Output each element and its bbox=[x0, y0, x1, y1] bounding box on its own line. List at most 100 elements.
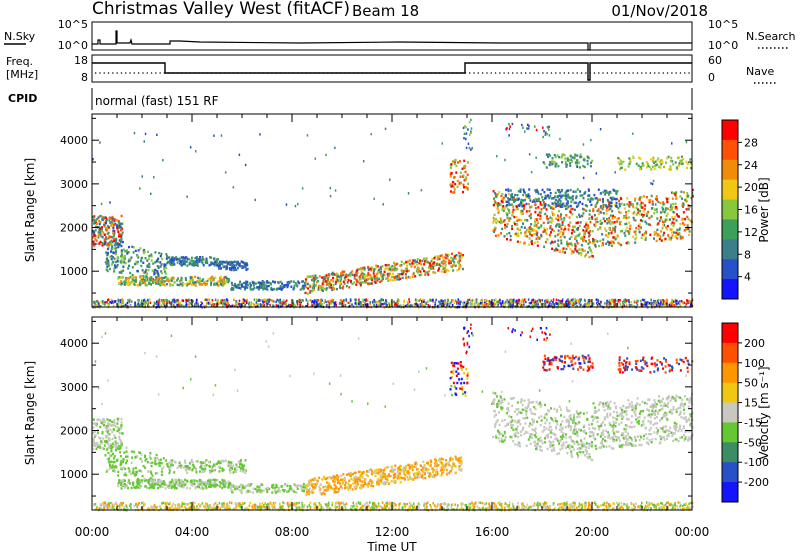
echo-cell bbox=[586, 159, 589, 163]
echo-cell bbox=[120, 244, 123, 248]
echo-cell bbox=[552, 160, 555, 163]
echo-cell bbox=[323, 275, 326, 279]
echo-cell bbox=[617, 241, 620, 245]
echo-cell bbox=[425, 503, 427, 506]
echo-cell bbox=[513, 197, 516, 201]
echo-cell bbox=[465, 186, 467, 189]
echo-cell bbox=[657, 200, 660, 204]
echo-cell bbox=[432, 298, 434, 302]
echo-cell bbox=[562, 504, 565, 507]
echo-cell bbox=[99, 227, 102, 230]
echo-cell bbox=[520, 210, 522, 213]
echo-cell bbox=[336, 279, 339, 282]
echo-cell bbox=[406, 264, 408, 267]
echo-cell bbox=[201, 256, 204, 260]
echo-cell bbox=[232, 287, 235, 290]
echo-cell bbox=[343, 282, 346, 285]
echo-cell bbox=[653, 230, 656, 234]
echo-cell bbox=[266, 288, 269, 291]
echo-cell bbox=[112, 217, 114, 220]
echo-cell bbox=[661, 206, 664, 209]
echo-cell bbox=[166, 254, 169, 258]
echo-cell bbox=[406, 304, 408, 307]
echo-cell bbox=[99, 233, 102, 236]
echo-cell bbox=[139, 280, 142, 283]
echo-cell bbox=[665, 226, 668, 229]
echo-cell bbox=[143, 299, 145, 302]
echo-cell bbox=[599, 198, 602, 201]
echo-cell bbox=[240, 285, 243, 288]
echo-cell bbox=[275, 304, 278, 307]
echo-cell bbox=[125, 278, 128, 281]
echo-cell bbox=[360, 270, 363, 273]
echo-cell bbox=[273, 300, 275, 303]
echo-cell bbox=[379, 304, 382, 308]
echo-cell bbox=[542, 230, 545, 234]
echo-cell bbox=[580, 298, 582, 301]
echo-cell bbox=[570, 298, 573, 302]
echo-cell bbox=[397, 507, 400, 511]
echo-cell bbox=[470, 148, 472, 151]
echo-cell bbox=[508, 127, 511, 131]
echo-cell bbox=[177, 303, 180, 306]
echo-cell bbox=[463, 301, 466, 304]
echo-cell bbox=[678, 163, 681, 166]
echo-cell bbox=[634, 219, 637, 222]
echo-cell bbox=[118, 232, 121, 236]
echo-cell bbox=[248, 302, 250, 306]
echo-cell bbox=[643, 207, 646, 211]
echo-cell bbox=[501, 200, 504, 204]
echo-cell bbox=[381, 265, 384, 268]
echo-cell bbox=[417, 304, 420, 307]
echo-cell bbox=[413, 302, 416, 306]
echo-cell bbox=[97, 216, 100, 219]
echo-cell bbox=[576, 154, 579, 157]
echo-cell bbox=[407, 192, 410, 195]
echo-cell bbox=[600, 301, 602, 304]
echo-cell bbox=[569, 164, 572, 167]
echo-cell bbox=[658, 507, 661, 510]
echo-cell bbox=[362, 298, 364, 301]
echo-cell bbox=[544, 212, 547, 216]
echo-cell bbox=[444, 266, 446, 270]
echo-cell bbox=[373, 197, 375, 200]
echo-cell bbox=[399, 277, 402, 281]
echo-cell bbox=[165, 283, 168, 286]
echo-cell bbox=[221, 260, 224, 263]
echo-cell bbox=[515, 216, 518, 219]
echo-cell bbox=[672, 231, 675, 234]
echo-cell bbox=[335, 280, 338, 283]
echo-cell bbox=[137, 283, 140, 287]
echo-cell bbox=[528, 124, 530, 128]
echo-cell bbox=[301, 304, 304, 308]
echo-cell bbox=[626, 507, 628, 510]
echo-cell bbox=[160, 270, 163, 273]
echo-cell bbox=[670, 208, 673, 211]
echo-cell bbox=[569, 221, 572, 224]
echo-cell bbox=[541, 299, 543, 302]
echo-cell bbox=[410, 304, 412, 307]
echo-cell bbox=[545, 153, 548, 156]
echo-cell bbox=[210, 281, 213, 284]
echo-cell bbox=[506, 299, 508, 302]
echo-cell bbox=[572, 303, 574, 306]
echo-cell bbox=[136, 260, 139, 264]
echo-cell bbox=[549, 161, 552, 164]
cpid-label: CPID bbox=[8, 92, 37, 105]
echo-cell bbox=[495, 195, 498, 199]
echo-cell bbox=[337, 280, 340, 283]
echo-cell bbox=[563, 236, 566, 239]
echo-cell bbox=[554, 195, 557, 198]
echo-cell bbox=[440, 507, 442, 510]
echo-cell bbox=[362, 304, 365, 307]
echo-cell bbox=[597, 212, 600, 216]
echo-cell bbox=[492, 216, 495, 220]
echo-cell bbox=[176, 301, 178, 304]
echo-cell bbox=[141, 299, 143, 302]
echo-cell bbox=[373, 299, 375, 302]
echo-cell bbox=[682, 301, 684, 305]
echo-cell bbox=[145, 279, 148, 283]
echo-cell bbox=[224, 171, 227, 174]
echo-cell bbox=[259, 133, 261, 136]
echo-cell bbox=[157, 272, 160, 275]
